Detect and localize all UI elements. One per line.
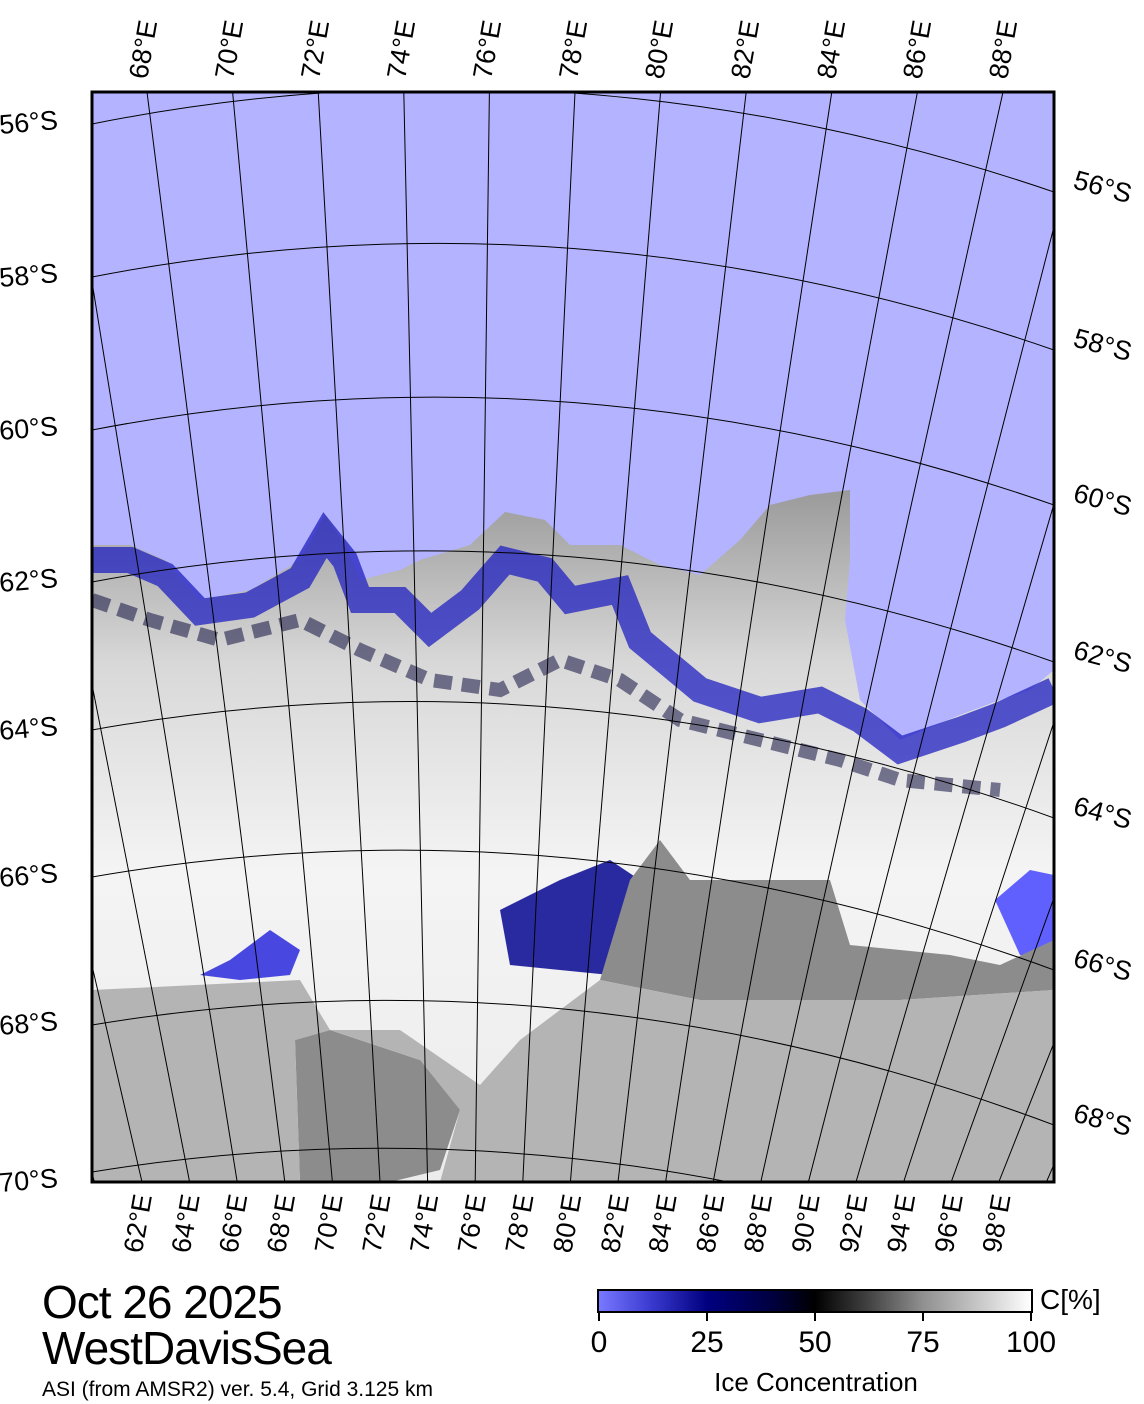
top-longitude-label: 86°E (897, 18, 937, 81)
colorbar-tick (922, 1311, 924, 1321)
parallel-line (92, 550, 1054, 663)
low-concentration-patch (500, 860, 640, 975)
colorbar-tick (814, 1311, 816, 1321)
top-longitude-label: 76°E (467, 18, 507, 81)
right-latitude-label: 56°S (1070, 165, 1135, 209)
right-latitude-label: 66°S (1070, 943, 1135, 987)
right-latitude-label: 64°S (1070, 791, 1135, 835)
bottom-longitude-label: 98°E (977, 1192, 1017, 1255)
left-latitude-label: 58°S (0, 258, 59, 293)
meridian-line (903, 720, 1054, 1182)
meridian-line (146, 92, 286, 1182)
left-latitude-label: 62°S (0, 563, 59, 598)
top-longitude-label: 82°E (725, 18, 765, 81)
colorbar-unit: C[%] (1040, 1284, 1101, 1315)
meridian-line (1045, 1163, 1054, 1182)
left-latitude-label: 64°S (0, 711, 59, 746)
bottom-longitude-label: 82°E (595, 1192, 635, 1255)
bottom-longitude-label: 70°E (309, 1192, 349, 1255)
meridian-line (855, 501, 1054, 1182)
bottom-longitude-label: 90°E (786, 1192, 826, 1255)
top-longitude-label: 68°E (123, 18, 163, 81)
meridian-line (665, 92, 833, 1182)
marginal-ice-zone-dark (92, 593, 1001, 797)
meridian-line (92, 278, 238, 1182)
source-note: ASI (from AMSR2) ver. 5.4, Grid 3.125 km (42, 1378, 433, 1401)
parallel-line (92, 1147, 732, 1182)
bottom-longitude-label: 86°E (691, 1192, 731, 1255)
bottom-longitude-label: 84°E (643, 1192, 683, 1255)
right-latitude-label: 68°S (1070, 1098, 1135, 1142)
meridian-line (712, 92, 918, 1182)
parallel-line (92, 242, 1054, 351)
right-latitude-label: 58°S (1070, 323, 1135, 367)
ice-shelf (600, 840, 1054, 1000)
colorbar-tick-label: 50 (798, 1326, 832, 1359)
colorbar-tick (1030, 1311, 1032, 1321)
region-title: WestDavisSea (42, 1322, 332, 1374)
bottom-longitude-label: 88°E (738, 1192, 778, 1255)
bottom-longitude-label: 76°E (452, 1192, 492, 1255)
parallel-line (92, 849, 1054, 971)
left-latitude-label: 56°S (0, 105, 59, 140)
left-latitude-label: 60°S (0, 411, 59, 446)
meridian-line (92, 963, 143, 1182)
meridian-line (760, 92, 1004, 1182)
meridian-line (232, 92, 333, 1182)
date-title: Oct 26 2025 (42, 1276, 283, 1328)
meridian-line (1094, 92, 1144, 1182)
bottom-longitude-label: 74°E (404, 1192, 444, 1255)
colorbar-tick (598, 1311, 600, 1321)
right-latitude-label: 60°S (1070, 478, 1135, 522)
bottom-longitude-label: 68°E (261, 1192, 301, 1255)
top-longitude-label: 70°E (209, 18, 249, 81)
bottom-longitude-label: 72°E (357, 1192, 397, 1255)
colorbar-title: Ice Concentration (714, 1367, 918, 1397)
bottom-longitude-label: 92°E (834, 1192, 874, 1255)
land (92, 980, 1054, 1182)
bottom-longitude-label: 96°E (929, 1192, 969, 1255)
top-longitude-label: 78°E (553, 18, 593, 81)
marginal-ice-zone (92, 512, 1054, 765)
left-latitude-label: 66°S (0, 858, 59, 893)
colorbar-tick (706, 1311, 708, 1321)
low-concentration-patch (200, 930, 300, 980)
colorbar-tick-label: 75 (906, 1326, 940, 1359)
meridian-line (569, 92, 662, 1182)
colorbar-tick-label: 0 (590, 1326, 608, 1359)
meridian-line (807, 224, 1054, 1182)
top-longitude-label: 72°E (295, 18, 335, 81)
colorbar-tick-label: 25 (690, 1326, 724, 1359)
low-concentration-patch (995, 870, 1054, 955)
top-longitude-label: 80°E (639, 18, 679, 81)
top-longitude-label: 88°E (983, 18, 1023, 81)
bottom-longitude-label: 80°E (547, 1192, 587, 1255)
left-latitude-label: 68°S (0, 1006, 59, 1041)
bottom-longitude-label: 64°E (166, 1192, 206, 1255)
bottom-longitude-label: 62°E (118, 1192, 158, 1255)
colorbar-tick-label: 100 (1005, 1326, 1057, 1359)
top-longitude-label: 84°E (811, 18, 851, 81)
map-frame (90, 90, 1056, 1184)
parallel-line (92, 396, 1054, 506)
meridian-line (950, 896, 1054, 1182)
colorbar (597, 1289, 1033, 1313)
meridian-line (92, 681, 191, 1182)
bottom-longitude-label: 78°E (500, 1192, 540, 1255)
left-latitude-label: 70°S (0, 1163, 59, 1198)
bottom-longitude-label: 66°E (214, 1192, 254, 1255)
top-longitude-label: 74°E (381, 18, 421, 81)
meridian-line (617, 92, 747, 1182)
parallel-line (92, 701, 1054, 819)
meridian-line (522, 92, 576, 1182)
bottom-longitude-label: 94°E (881, 1192, 921, 1255)
meridian-line (474, 92, 490, 1182)
right-latitude-label: 62°S (1070, 635, 1135, 679)
parallel-line (92, 999, 1054, 1126)
